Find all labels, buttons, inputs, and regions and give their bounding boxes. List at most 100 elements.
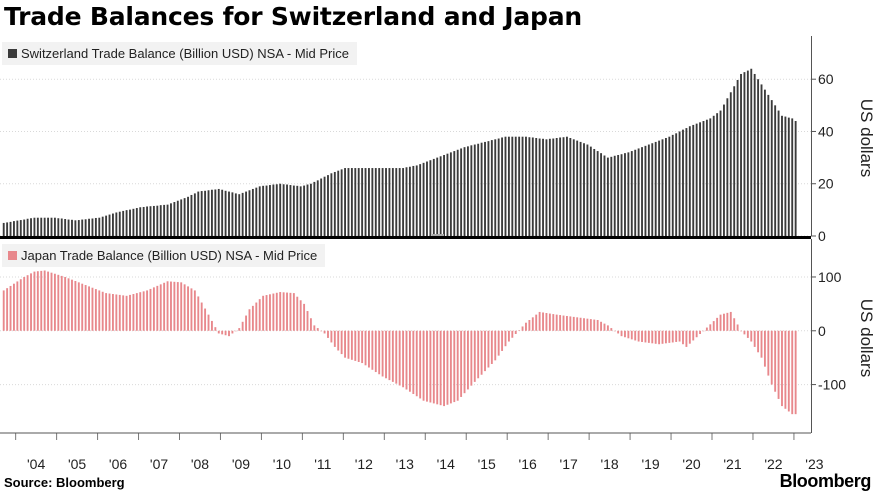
- bar-switzerland-23: [81, 219, 84, 236]
- bar-japan-194: [664, 330, 667, 344]
- bar-switzerland-72: [248, 190, 251, 236]
- bar-switzerland-123: [422, 162, 425, 236]
- ytick-label-1-0: -100: [818, 377, 846, 393]
- bar-switzerland-148: [507, 136, 510, 236]
- bar-switzerland-46: [159, 205, 162, 236]
- bar-switzerland-189: [647, 144, 650, 236]
- bar-switzerland-226: [774, 105, 777, 236]
- bar-switzerland-43: [149, 206, 152, 236]
- bar-japan-117: [402, 330, 405, 388]
- bar-switzerland-114: [391, 168, 394, 236]
- panel-top-frame: [0, 36, 812, 236]
- bar-switzerland-56: [193, 193, 196, 236]
- bar-switzerland-52: [180, 199, 183, 236]
- bar-japan-179: [613, 330, 616, 332]
- bar-japan-98: [337, 330, 340, 351]
- xtick-label-1: '05: [68, 456, 86, 472]
- bar-switzerland-66: [228, 191, 230, 236]
- bar-switzerland-74: [255, 187, 258, 236]
- bar-japan-111: [381, 330, 384, 377]
- bar-japan-220: [753, 330, 756, 347]
- legend-japan[interactable]: Japan Trade Balance (Billion USD) NSA - …: [2, 244, 326, 267]
- bar-japan-225: [770, 330, 773, 385]
- bar-japan-51: [176, 282, 179, 331]
- bar-japan-114: [391, 330, 394, 382]
- legend-switzerland[interactable]: Switzerland Trade Balance (Billion USD) …: [2, 42, 358, 65]
- bar-japan-116: [398, 330, 401, 386]
- ytick-label-0-2: 40: [818, 123, 834, 139]
- bar-japan-91: [313, 325, 316, 331]
- bar-switzerland-121: [415, 165, 418, 236]
- bar-japan-218: [746, 330, 749, 338]
- bar-japan-83: [286, 292, 288, 331]
- bar-japan-172: [589, 319, 592, 331]
- bar-switzerland-49: [170, 203, 172, 236]
- bar-switzerland-228: [781, 115, 783, 236]
- bar-switzerland-200: [685, 128, 688, 236]
- bar-japan-148: [507, 330, 510, 342]
- bar-japan-222: [760, 330, 763, 358]
- bar-japan-49: [170, 281, 172, 331]
- bar-switzerland-34: [118, 211, 121, 236]
- divider-handle[interactable]: [432, 234, 444, 236]
- bar-japan-151: [518, 330, 521, 331]
- bar-japan-17: [60, 275, 63, 331]
- bar-japan-25: [88, 286, 90, 331]
- bar-japan-9: [33, 271, 36, 331]
- bar-japan-20: [71, 279, 73, 331]
- bar-switzerland-196: [671, 134, 674, 236]
- bar-switzerland-105: [361, 168, 364, 236]
- bar-japan-155: [531, 317, 534, 331]
- ylabel-top: US dollars: [857, 98, 876, 178]
- legend-label-switzerland: Switzerland Trade Balance (Billion USD) …: [21, 46, 350, 61]
- bar-japan-226: [774, 330, 777, 392]
- bar-switzerland-19: [67, 219, 70, 236]
- bar-switzerland-192: [658, 140, 661, 236]
- xtick-label-17: '21: [723, 456, 741, 472]
- bar-switzerland-211: [723, 104, 725, 236]
- bar-switzerland-6: [23, 219, 26, 236]
- ytick-label-0-0: 0: [818, 228, 826, 244]
- bar-japan-203: [695, 330, 698, 338]
- bar-japan-149: [511, 330, 514, 338]
- bar-japan-163: [559, 315, 562, 331]
- bar-switzerland-0: [2, 222, 5, 236]
- bar-japan-120: [412, 330, 415, 394]
- bar-switzerland-111: [381, 168, 384, 236]
- panel-divider[interactable]: [0, 236, 811, 239]
- bar-japan-23: [81, 283, 84, 331]
- bar-switzerland-1: [6, 222, 9, 236]
- bar-japan-195: [668, 330, 671, 343]
- bar-japan-80: [275, 292, 278, 331]
- bar-japan-32: [112, 294, 114, 331]
- bar-japan-22: [77, 282, 80, 331]
- bar-japan-143: [490, 330, 493, 364]
- bar-japan-33: [115, 294, 118, 331]
- bar-switzerland-31: [108, 214, 111, 236]
- bar-japan-54: [187, 286, 189, 331]
- bar-switzerland-24: [84, 219, 87, 236]
- bar-switzerland-108: [371, 168, 374, 236]
- xtick-label-13: '17: [560, 456, 578, 472]
- bar-switzerland-104: [357, 168, 360, 236]
- bar-japan-35: [122, 295, 125, 331]
- bar-japan-90: [309, 318, 312, 331]
- bar-switzerland-88: [303, 185, 306, 236]
- bar-switzerland-129: [443, 154, 445, 236]
- bar-japan-118: [405, 330, 408, 390]
- bar-switzerland-68: [234, 193, 237, 236]
- bar-japan-206: [705, 327, 708, 331]
- bar-switzerland-21: [74, 220, 77, 236]
- bar-switzerland-60: [207, 190, 210, 236]
- bar-japan-112: [385, 330, 387, 379]
- bar-switzerland-78: [269, 185, 271, 236]
- bar-japan-204: [699, 330, 701, 334]
- xtick-label-15: '19: [641, 456, 659, 472]
- bar-japan-134: [460, 330, 463, 397]
- bar-switzerland-58: [200, 191, 203, 236]
- bar-switzerland-175: [600, 153, 603, 236]
- bar-japan-170: [583, 318, 585, 331]
- bar-switzerland-69: [238, 194, 241, 236]
- bar-japan-61: [210, 320, 213, 331]
